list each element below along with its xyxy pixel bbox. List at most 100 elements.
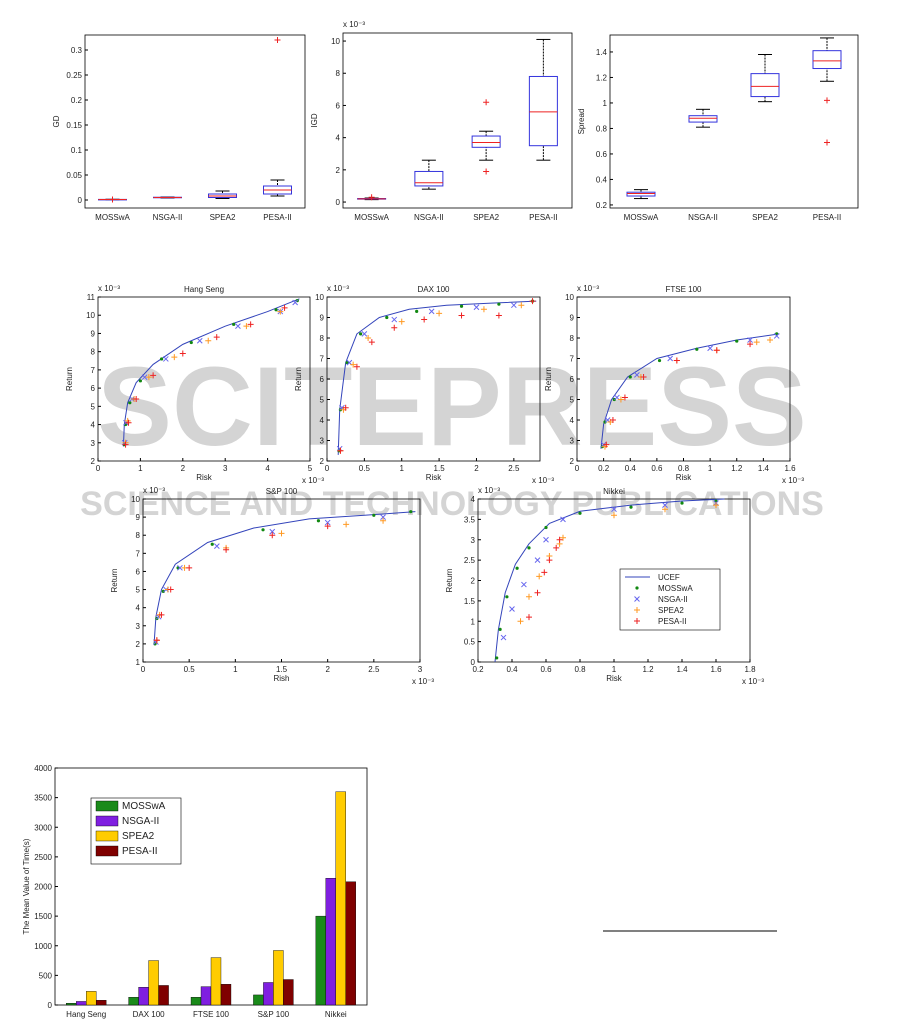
- legend-label: SPEA2: [658, 606, 684, 615]
- x-tick-label: 2: [181, 464, 186, 473]
- point: [368, 194, 375, 201]
- legend-swatch: [95, 800, 119, 812]
- point: [510, 302, 517, 309]
- x-tick-label: 2: [474, 464, 479, 473]
- y-tick-label: 7: [136, 549, 141, 558]
- point: [391, 316, 398, 323]
- y-axis-label: Return: [110, 568, 119, 592]
- x-exponent: x 10⁻³: [742, 677, 764, 686]
- point: [235, 323, 241, 330]
- point: [385, 315, 389, 320]
- x-tick-label: PESA-II: [529, 213, 557, 222]
- x-tick-label: 1: [400, 464, 405, 473]
- y-tick-label: 2: [471, 577, 476, 586]
- y-tick-label: 5: [91, 402, 96, 411]
- x-tick-label: 4: [265, 464, 270, 473]
- point: [213, 334, 220, 341]
- y-axis-label: Return: [294, 367, 303, 391]
- point: [361, 331, 368, 337]
- point: [515, 566, 519, 570]
- bar: [128, 997, 139, 1006]
- y-tick-label: 4: [570, 416, 575, 425]
- point: [517, 618, 524, 625]
- point: [277, 308, 284, 315]
- x-tick-label: 1.5: [434, 464, 446, 473]
- legend-label: UCEF: [658, 573, 680, 582]
- x-tick-label: Hang Seng: [66, 1010, 106, 1019]
- y-tick-label: 0.25: [66, 71, 82, 80]
- x-tick-label: 1.6: [710, 665, 722, 674]
- point: [128, 401, 132, 405]
- x-tick-label: DAX 100: [133, 1010, 166, 1019]
- y-tick-label: 4: [136, 604, 141, 613]
- x-exponent: x 10⁻³: [532, 476, 554, 485]
- y-tick-label: 1: [603, 99, 608, 108]
- y-tick-label: 3500: [34, 794, 52, 803]
- y-exponent: x 10⁻³: [577, 284, 599, 293]
- y-exponent: x 10⁻³: [327, 284, 349, 293]
- bar: [273, 950, 284, 1006]
- y-axis-label: IGD: [310, 113, 319, 127]
- x-tick-label: PESA-II: [813, 213, 841, 222]
- x-tick-label: 0.6: [540, 665, 552, 674]
- y-tick-label: 3: [471, 536, 476, 545]
- x-tick-label: SPEA2: [210, 213, 236, 222]
- point: [541, 569, 548, 576]
- y-tick-label: 9: [91, 329, 96, 338]
- x-tick-label: MOSSwA: [95, 213, 130, 222]
- point: [337, 447, 344, 454]
- y-tick-label: 4000: [34, 764, 52, 773]
- y-tick-label: 2500: [34, 853, 52, 862]
- legend-swatch: [634, 596, 640, 602]
- point: [350, 361, 357, 368]
- y-tick-label: 6: [91, 384, 96, 393]
- plot-frame: [97, 296, 311, 462]
- x-tick-label: SPEA2: [752, 213, 778, 222]
- point: [824, 139, 830, 146]
- y-tick-label: 0.5: [464, 638, 476, 647]
- y-tick-label: 10: [331, 37, 340, 46]
- box: [626, 191, 656, 197]
- y-tick-label: 0.6: [596, 150, 608, 159]
- x-axis-label: Risk: [426, 473, 443, 482]
- point: [767, 337, 774, 344]
- point: [534, 557, 541, 563]
- y-tick-label: 8: [91, 348, 96, 357]
- y-tick-label: 8: [336, 69, 341, 78]
- x-tick-label: 1.5: [276, 665, 288, 674]
- point: [473, 304, 480, 311]
- point: [560, 534, 566, 541]
- y-tick-label: 9: [136, 513, 141, 522]
- bar: [138, 987, 149, 1006]
- legend-swatch: [95, 830, 119, 842]
- y-tick-label: 0.2: [71, 96, 83, 105]
- x-tick-label: 2.5: [368, 665, 380, 674]
- point: [529, 298, 536, 305]
- y-axis-label: Spread: [577, 109, 586, 135]
- y-tick-label: 2: [136, 640, 141, 649]
- point: [281, 304, 288, 311]
- legend-label: MOSSwA: [658, 584, 693, 593]
- x-tick-label: 2: [325, 665, 330, 674]
- point: [747, 337, 753, 343]
- y-tick-label: 0: [471, 658, 476, 667]
- x-tick-label: 0: [96, 464, 101, 473]
- point: [611, 506, 617, 513]
- x-exponent: x 10⁻³: [302, 476, 324, 485]
- point: [179, 350, 186, 357]
- point: [495, 656, 499, 660]
- point: [269, 528, 276, 535]
- y-tick-label: 7: [91, 366, 96, 375]
- point: [138, 379, 142, 383]
- bar: [210, 957, 222, 1006]
- point: [578, 511, 582, 515]
- point: [713, 502, 719, 509]
- point: [292, 299, 299, 306]
- y-tick-label: 7: [570, 355, 575, 364]
- chart-title: S&P 100: [266, 487, 298, 496]
- y-axis-label: Return: [544, 367, 553, 391]
- y-tick-label: 9: [570, 314, 575, 323]
- x-tick-label: 1: [708, 464, 713, 473]
- y-tick-label: 1: [471, 617, 476, 626]
